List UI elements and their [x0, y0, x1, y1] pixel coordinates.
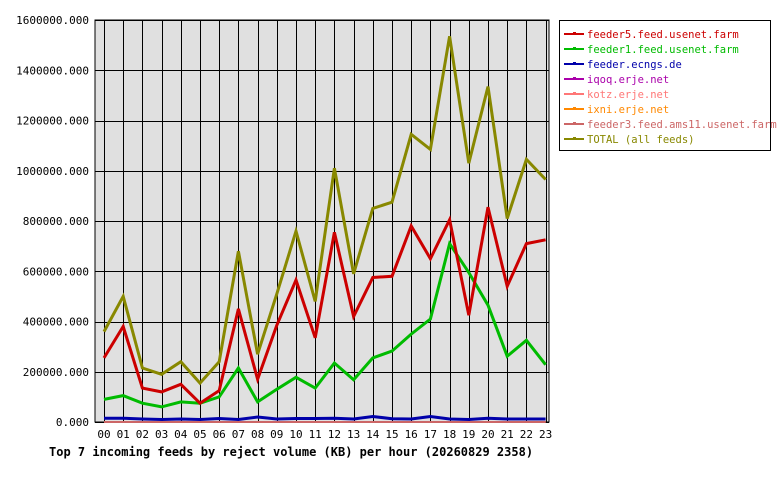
x-tick-label: 22: [520, 428, 533, 441]
grid-layer: [95, 20, 549, 423]
y-tick-label: 1400000.000: [16, 64, 89, 77]
legend-label: feeder5.feed.usenet.farm: [587, 29, 739, 41]
legend-marker: [573, 122, 576, 125]
legend-label: kotz.erje.net: [587, 89, 669, 101]
x-tick-label: 00: [97, 428, 110, 441]
x-tick-label: 17: [424, 428, 437, 441]
y-tick-label: 400000.000: [23, 316, 89, 329]
legend: feeder5.feed.usenet.farm feeder1.feed.use…: [559, 20, 777, 151]
x-tick-label: 21: [501, 428, 514, 441]
y-tick-label: 1200000.000: [16, 115, 89, 128]
series-line-2: [104, 414, 546, 422]
x-tick-label: 12: [328, 428, 341, 441]
x-tick-label: 20: [481, 428, 494, 441]
legend-marker: [573, 92, 576, 95]
x-axis-ticks: 00 01 02 03 04 05 06 07 08 09 10 11 12 13 14 15 16 17 18 19…: [97, 428, 552, 441]
x-tick-label: 04: [174, 428, 188, 441]
y-tick-label: 1600000.000: [16, 14, 89, 27]
legend-marker: [573, 32, 576, 35]
x-tick-label: 23: [539, 428, 552, 441]
y-tick-label: 0.000: [56, 416, 89, 429]
legend-marker: [573, 137, 576, 140]
legend-label: iqoq.erje.net: [587, 74, 669, 86]
legend-label: feeder3.feed.ams11.usenet.farm: [587, 119, 777, 131]
x-tick-label: 15: [385, 428, 398, 441]
series-line-1: [103, 239, 547, 409]
x-tick-label: 18: [443, 428, 456, 441]
legend-marker: [573, 107, 576, 110]
chart-title: Top 7 incoming feeds by reject volume (K…: [49, 445, 533, 459]
y-tick-label: 200000.000: [23, 366, 89, 379]
x-tick-label: 07: [232, 428, 245, 441]
x-tick-label: 02: [136, 428, 149, 441]
y-tick-label: 800000.000: [23, 215, 89, 228]
x-tick-label: 16: [405, 428, 418, 441]
x-tick-label: 01: [117, 428, 130, 441]
x-tick-label: 10: [289, 428, 302, 441]
legend-marker: [573, 77, 576, 80]
legend-box: [559, 20, 771, 151]
y-tick-label: 600000.000: [23, 265, 89, 278]
x-tick-label: 14: [366, 428, 380, 441]
legend-marker: [573, 47, 576, 50]
x-tick-label: 11: [309, 428, 322, 441]
legend-marker: [573, 62, 576, 65]
y-tick-label: 1000000.000: [16, 165, 89, 178]
legend-label: ixni.erje.net: [587, 104, 669, 116]
x-tick-label: 05: [193, 428, 206, 441]
x-tick-label: 03: [155, 428, 168, 441]
series-line-7: [102, 36, 547, 386]
x-tick-label: 13: [347, 428, 360, 441]
x-tick-label: 19: [462, 428, 475, 441]
legend-label: TOTAL (all feeds): [587, 134, 694, 146]
series-layer: [102, 36, 547, 423]
x-tick-label: 09: [270, 428, 283, 441]
series-line-0: [102, 206, 546, 406]
legend-label: feeder1.feed.usenet.farm: [587, 44, 739, 56]
x-tick-label: 06: [213, 428, 226, 441]
y-axis-ticks: 0.000 200000.000 400000.000 600000.000 80000…: [16, 14, 89, 429]
legend-label: feeder.ecngs.de: [587, 59, 682, 71]
x-tick-label: 08: [251, 428, 264, 441]
